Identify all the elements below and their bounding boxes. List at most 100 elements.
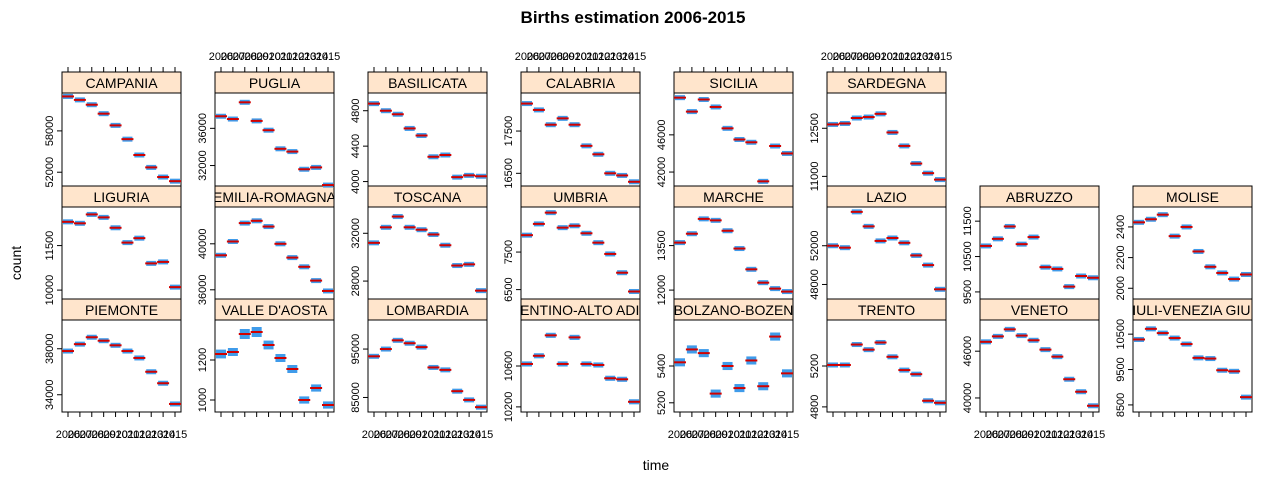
panel-frame <box>979 185 1100 300</box>
panel-title: MARCHE <box>703 189 764 205</box>
x-tick-label: 2014 <box>763 429 787 441</box>
x-tick-label: 2009 <box>703 429 727 441</box>
x-tick-label: 2014 <box>1069 429 1093 441</box>
panel-title: TRENTO <box>858 302 915 318</box>
x-tick-label: 2010 <box>1021 429 1045 441</box>
y-tick-label: 11500 <box>44 231 56 261</box>
panel-friuli-venezia-giulia: FRIULI-VENEZIA GIULIA 8500 9500 10500 <box>1114 298 1266 417</box>
y-tick-label: 40000 <box>962 383 974 414</box>
panel-piemonte: PIEMONTE 20062007200820092010201120122013… <box>44 298 187 441</box>
y-tick-label: 12000 <box>656 275 668 306</box>
x-tick-label: 2011 <box>881 51 905 63</box>
panel-title: BOLZANO-BOZEN <box>674 302 794 318</box>
panel-strip <box>368 299 487 320</box>
panel-strip <box>1133 299 1252 320</box>
x-tick-label: 2009 <box>1009 429 1033 441</box>
panel-title: CAMPANIA <box>85 75 158 91</box>
y-tick-label: 34000 <box>44 379 56 410</box>
x-tick-label: 2006 <box>362 429 386 441</box>
x-tick-label: 2014 <box>916 51 940 63</box>
x-tick-label: 2013 <box>598 51 622 63</box>
panel-strip <box>62 299 181 320</box>
panel-calabria: CALABRIA 20062007200820092010201120122013… <box>503 51 646 189</box>
x-tick-label: 2011 <box>728 429 752 441</box>
x-tick-label: 2015 <box>1081 429 1105 441</box>
x-tick-label: 2014 <box>304 51 328 63</box>
panel-campania: CAMPANIA 52000 58000 <box>44 67 182 188</box>
x-tick-label: 2012 <box>892 51 916 63</box>
x-tick-label: 2013 <box>904 51 928 63</box>
panel-marche: MARCHE 12000 13500 <box>656 185 794 306</box>
y-tick-label: 1200 <box>197 348 209 372</box>
y-tick-label: 32000 <box>350 218 362 249</box>
panel-frame <box>61 71 182 187</box>
x-tick-label: 2015 <box>163 429 187 441</box>
panel-strip <box>674 72 793 93</box>
x-tick-label: 2011 <box>422 429 446 441</box>
y-tick-label: 10500 <box>1115 319 1127 350</box>
x-tick-label: 2008 <box>692 429 716 441</box>
chart-title: Births estimation 2006-2015 <box>521 8 746 27</box>
x-tick-label: 2013 <box>751 429 775 441</box>
panel-strip <box>827 72 946 93</box>
panel-frame <box>826 71 947 187</box>
panel-title: TRENTINO-ALTO ADIGE <box>501 302 659 318</box>
x-tick-label: 2012 <box>127 429 151 441</box>
y-tick-label: 17500 <box>503 116 515 147</box>
panel-title: SICILIA <box>709 75 758 91</box>
panel-title: TOSCANA <box>394 189 462 205</box>
x-tick-label: 2009 <box>856 51 880 63</box>
y-tick-label: 8500 <box>1115 393 1127 417</box>
panel-veneto: VENETO 2006200720082009201020112012201320… <box>962 298 1105 441</box>
y-tick-label: 40000 <box>197 229 209 260</box>
y-tick-label: 2400 <box>1115 215 1127 239</box>
panel-emilia-romagna: EMILIA-ROMAGNA 36000 40000 <box>197 185 335 305</box>
x-tick-label: 2008 <box>386 429 410 441</box>
panel-title: PIEMONTE <box>85 302 158 318</box>
panel-frame <box>1132 185 1253 300</box>
x-tick-label: 2013 <box>139 429 163 441</box>
panel-sardegna: SARDEGNA20062007200820092010201120122013… <box>809 51 952 191</box>
panel-frame <box>214 71 335 187</box>
x-tick-label: 2012 <box>433 429 457 441</box>
panel-molise: MOLISE 2000 2200 2400 <box>1115 185 1253 301</box>
y-tick-label: 52000 <box>809 230 821 261</box>
y-tick-label: 1000 <box>197 388 209 412</box>
x-tick-label: 2006 <box>974 429 998 441</box>
panel-strip <box>980 299 1099 320</box>
x-tick-label: 2015 <box>622 51 646 63</box>
panel-title: MOLISE <box>1166 189 1219 205</box>
x-tick-label: 2014 <box>610 51 634 63</box>
x-tick-label: 2009 <box>91 429 115 441</box>
y-tick-label: 5200 <box>809 354 821 378</box>
panel-strip <box>827 299 946 320</box>
panel-title: LAZIO <box>866 189 907 205</box>
y-tick-label: 5400 <box>656 354 668 378</box>
panel-toscana: TOSCANA 28000 32000 <box>350 185 488 300</box>
panel-strip <box>674 186 793 207</box>
panel-title: FRIULI-VENEZIA GIULIA <box>1114 302 1266 318</box>
x-axis-title: time <box>643 457 670 473</box>
panel-frame <box>520 71 641 187</box>
x-tick-label: 2008 <box>539 51 563 63</box>
panel-strip <box>215 299 334 320</box>
x-tick-label: 2011 <box>269 51 293 63</box>
y-tick-label: 85000 <box>350 382 362 413</box>
y-tick-label: 10200 <box>503 392 515 423</box>
x-tick-label: 2010 <box>868 51 892 63</box>
y-tick-label: 4000 <box>350 169 362 193</box>
panel-bolzano-bozen: BOLZANO-BOZEN200620072008200920102011201… <box>656 298 799 441</box>
x-tick-label: 2009 <box>397 429 421 441</box>
x-tick-label: 2015 <box>469 429 493 441</box>
panel-lazio: LAZIO 48000 52000 <box>809 185 947 300</box>
panels: PIEMONTE20062007200820092010201120122013… <box>44 51 1266 441</box>
panel-trento: TRENTO 4800 5200 <box>809 298 947 419</box>
x-tick-label: 2007 <box>527 51 551 63</box>
panel-strip <box>980 186 1099 207</box>
panel-title: LIGURIA <box>93 189 150 205</box>
x-tick-label: 2011 <box>575 51 599 63</box>
y-tick-label: 46000 <box>656 120 668 151</box>
y-tick-label: 10500 <box>962 241 974 272</box>
y-tick-label: 28000 <box>350 266 362 297</box>
